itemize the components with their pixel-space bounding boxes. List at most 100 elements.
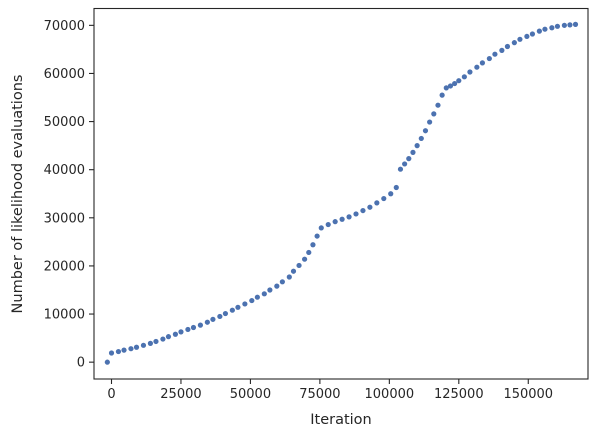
data-point	[492, 51, 498, 57]
data-point	[414, 143, 420, 149]
data-point	[210, 316, 216, 322]
data-point	[128, 346, 134, 352]
data-points	[104, 21, 579, 365]
data-point	[140, 342, 147, 348]
data-point	[486, 55, 492, 62]
x-axis-label: Iteration	[310, 412, 372, 428]
data-point	[267, 287, 273, 293]
data-point	[235, 304, 241, 310]
data-point	[318, 225, 324, 231]
x-tick-label: 100000	[365, 387, 415, 402]
data-point	[402, 161, 408, 167]
data-point	[160, 336, 166, 342]
data-point	[388, 191, 394, 197]
data-point	[204, 319, 210, 325]
y-tick-label: 70000	[44, 19, 85, 34]
data-point	[443, 85, 449, 91]
data-point	[133, 344, 140, 350]
data-point	[529, 31, 536, 37]
data-point	[439, 92, 445, 98]
data-point	[242, 301, 248, 307]
y-axis-label: Number of likelihood evaluations	[10, 75, 26, 314]
data-point	[222, 310, 229, 317]
data-point	[572, 21, 579, 27]
data-point	[310, 242, 316, 248]
data-point	[474, 64, 480, 70]
data-point	[452, 80, 458, 87]
data-point	[254, 294, 260, 300]
data-point	[314, 233, 320, 239]
data-point	[504, 43, 511, 50]
data-point	[165, 334, 172, 340]
y-tick-label: 0	[77, 356, 85, 371]
data-point	[549, 25, 555, 31]
data-point	[374, 200, 380, 206]
data-point	[467, 69, 473, 75]
x-axis: 0 25000 50000 75000 100000 125000 150000	[107, 379, 553, 402]
data-point	[197, 322, 204, 328]
data-point	[279, 279, 285, 285]
data-point	[306, 249, 312, 256]
x-tick-label: 150000	[503, 387, 553, 402]
data-point	[367, 204, 373, 210]
data-point	[418, 135, 424, 142]
data-point	[479, 60, 486, 66]
data-point	[108, 350, 115, 356]
data-point	[406, 156, 412, 162]
data-point	[511, 40, 517, 46]
data-point	[447, 83, 454, 89]
data-point	[302, 256, 308, 262]
data-point	[172, 331, 179, 337]
data-point	[381, 195, 387, 202]
data-point	[431, 111, 437, 117]
data-point	[561, 22, 567, 28]
data-point	[456, 78, 462, 84]
data-point	[536, 28, 542, 34]
data-point	[274, 283, 280, 289]
data-point	[332, 219, 338, 225]
y-tick-label: 30000	[44, 211, 85, 226]
data-point	[435, 102, 441, 108]
data-point	[567, 22, 573, 28]
data-point	[229, 307, 235, 313]
data-point	[121, 347, 127, 353]
data-point	[153, 338, 159, 345]
data-point	[147, 340, 153, 346]
y-axis: 0 10000 20000 30000 40000 50000 60000 70000	[44, 19, 94, 371]
data-point	[554, 23, 561, 29]
data-point	[217, 313, 223, 320]
y-tick-label: 50000	[44, 115, 85, 130]
data-point	[517, 36, 523, 42]
data-point	[286, 274, 292, 280]
x-tick-label: 25000	[160, 387, 201, 402]
data-point	[524, 33, 530, 40]
data-point	[249, 297, 255, 304]
data-point	[461, 74, 467, 80]
data-point	[427, 119, 433, 125]
data-point	[346, 214, 352, 220]
y-tick-label: 20000	[44, 259, 85, 274]
data-point	[296, 262, 302, 269]
x-tick-label: 0	[107, 387, 115, 402]
data-point	[115, 348, 122, 355]
data-point	[178, 329, 184, 335]
x-tick-label: 75000	[299, 387, 340, 402]
data-point	[325, 221, 331, 228]
data-point	[104, 359, 110, 365]
data-point	[422, 128, 429, 134]
data-point	[261, 291, 267, 297]
data-point	[339, 216, 345, 222]
data-point	[185, 326, 191, 333]
data-point	[360, 207, 366, 214]
y-tick-label: 40000	[44, 163, 85, 178]
data-point	[290, 268, 297, 274]
y-tick-label: 10000	[44, 308, 85, 323]
x-tick-label: 125000	[434, 387, 484, 402]
data-point	[397, 166, 404, 172]
y-tick-label: 60000	[44, 67, 85, 82]
data-point	[393, 184, 399, 191]
data-point	[499, 47, 505, 53]
data-point	[410, 149, 416, 155]
plot-frame	[93, 7, 589, 380]
